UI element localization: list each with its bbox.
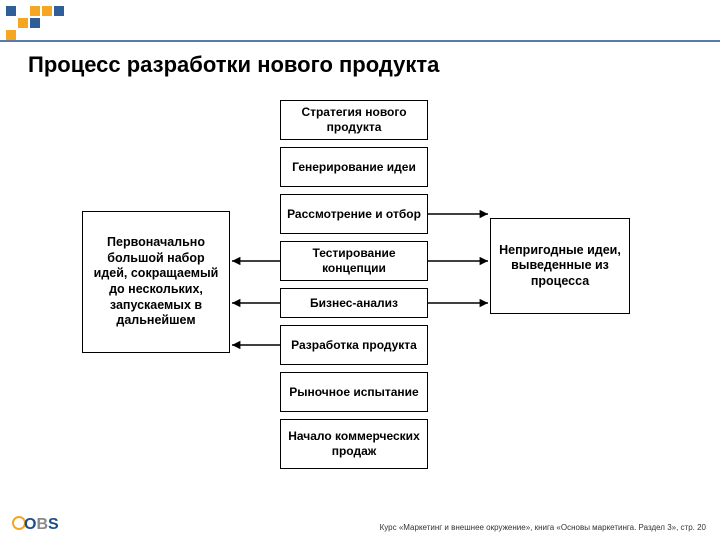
stage-text-6: Рыночное испытание [289, 385, 418, 400]
stage-box-7: Начало коммерческих продаж [280, 419, 428, 469]
right-summary-box: Непригодные идеи, выведенные из процесса [490, 218, 630, 314]
stage-text-7: Начало коммерческих продаж [287, 429, 421, 459]
footer-citation: Курс «Маркетинг и внешнее окружение», кн… [380, 523, 706, 532]
stage-box-4: Бизнес-анализ [280, 288, 428, 318]
stage-box-1: Генерирование идеи [280, 147, 428, 187]
stage-box-5: Разработка продукта [280, 325, 428, 365]
stage-text-2: Рассмотрение и отбор [287, 207, 421, 222]
slide: Процесс разработки нового продукта Перво… [0, 0, 720, 540]
stage-text-0: Стратегия нового продукта [287, 105, 421, 135]
page-title: Процесс разработки нового продукта [28, 52, 439, 78]
logo: OBS [12, 516, 59, 534]
stage-box-2: Рассмотрение и отбор [280, 194, 428, 234]
left-summary-text: Первоначально большой набор идей, сокращ… [89, 235, 223, 329]
stage-text-3: Тестирование концепции [287, 246, 421, 276]
stage-text-1: Генерирование идеи [292, 160, 416, 175]
left-summary-box: Первоначально большой набор идей, сокращ… [82, 211, 230, 353]
header-rule [0, 40, 720, 42]
stage-box-6: Рыночное испытание [280, 372, 428, 412]
stage-text-5: Разработка продукта [291, 338, 417, 353]
stage-box-3: Тестирование концепции [280, 241, 428, 281]
stage-box-0: Стратегия нового продукта [280, 100, 428, 140]
right-summary-text: Непригодные идеи, выведенные из процесса [497, 243, 623, 290]
stage-text-4: Бизнес-анализ [310, 296, 398, 311]
